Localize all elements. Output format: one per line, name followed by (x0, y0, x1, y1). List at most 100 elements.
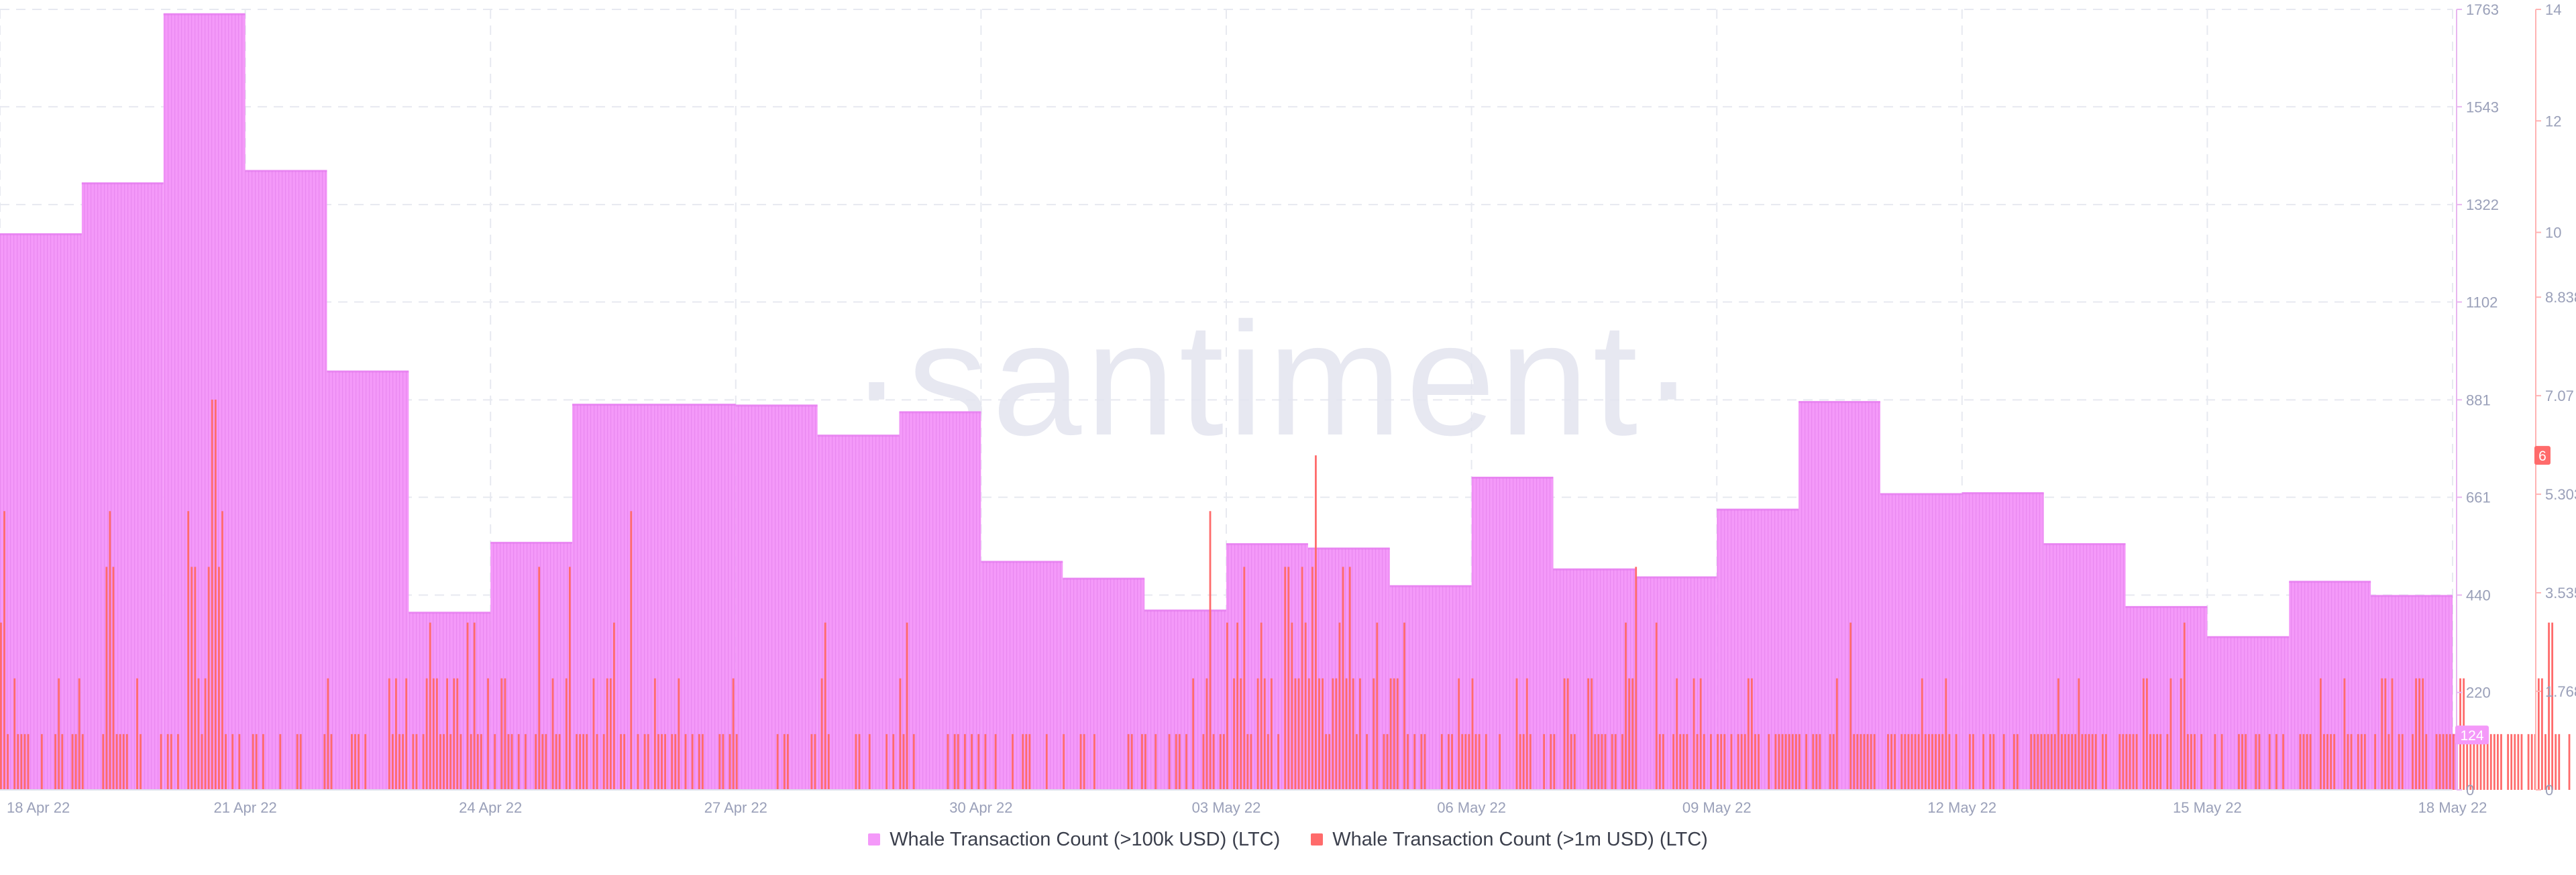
bar-1m (2238, 734, 2240, 790)
bar-1m (1420, 734, 1423, 790)
bar-1m (2517, 734, 2520, 790)
bar-1m (197, 678, 200, 790)
bar-1m (2241, 734, 2243, 790)
bar-1m (119, 734, 121, 790)
bar-1m (1758, 734, 1760, 790)
bar-1m (1192, 678, 1195, 790)
bar-1m (422, 734, 425, 790)
bar-1m (1924, 734, 1927, 790)
legend-item-100k[interactable]: Whale Transaction Count (>100k USD) (LTC… (868, 829, 1280, 851)
bar-1m (2398, 734, 2400, 790)
bar-1m (2255, 734, 2257, 790)
bar-1m (568, 567, 571, 790)
bar-1m (1332, 678, 1334, 790)
bar-1m (1890, 734, 1892, 790)
bar-1m (296, 734, 299, 790)
bar-1m (2510, 734, 2513, 790)
bar-1m (1458, 678, 1460, 790)
bar-1m (1393, 678, 1395, 790)
bar-100k-stripes (2453, 735, 2458, 790)
bar-1m (2146, 678, 2148, 790)
x-tick-label: 18 May 22 (2418, 799, 2487, 816)
bar-1m (453, 678, 455, 790)
bar-1m (2169, 678, 2172, 790)
bar-1m (1222, 734, 1225, 790)
bar-1m (425, 678, 428, 790)
bar-1m (647, 734, 649, 790)
legend-item-1m[interactable]: Whale Transaction Count (>1m USD) (LTC) (1311, 829, 1708, 851)
bar-1m (1900, 734, 1903, 790)
bar-1m (1594, 734, 1597, 790)
bar-1m (2381, 678, 2383, 790)
bar-1m (596, 734, 598, 790)
x-tick-label: 30 Apr 22 (949, 799, 1012, 816)
bar-1m (1832, 734, 1835, 790)
y-right-tick-label: 0 (2545, 782, 2553, 799)
bar-1m (201, 734, 203, 790)
bar-1m (551, 678, 554, 790)
bar-1m (470, 734, 472, 790)
bar-1m (1935, 734, 1937, 790)
bar-1m (170, 734, 172, 790)
bar-1m (507, 734, 510, 790)
bar-1m (1079, 734, 1082, 790)
bar-1m (1992, 734, 1995, 790)
bar-1m (2548, 622, 2550, 790)
bar-1m (40, 734, 43, 790)
bar-1m (868, 734, 871, 790)
bar-1m (1403, 622, 1405, 790)
bar-1m (1931, 734, 1933, 790)
bar-1m (2149, 734, 2151, 790)
bar-1m (2530, 734, 2533, 790)
bar-1m (582, 734, 585, 790)
bar-1m (207, 567, 210, 790)
bar-1m (2558, 734, 2561, 790)
bar-1m (1887, 734, 1889, 790)
bar-1m (1835, 678, 1838, 790)
bar-1m (1236, 622, 1239, 790)
y-right-tick-label: 7.07 (2545, 388, 2574, 404)
bar-1m (885, 734, 888, 790)
bar-1m (971, 734, 973, 790)
bar-1m (3, 511, 5, 790)
bar-1m (2194, 734, 2196, 790)
bar-1m (1614, 734, 1617, 790)
bar-1m (1856, 734, 1859, 790)
bar-1m (1522, 734, 1525, 790)
bar-1m (1778, 734, 1780, 790)
bar-1m (2479, 734, 2482, 790)
bar-1m (1063, 734, 1065, 790)
bar-1m (2500, 734, 2502, 790)
bar-1m (473, 622, 476, 790)
bar-1m (439, 734, 441, 790)
bar-1m (1315, 455, 1317, 790)
bar-1m (1424, 734, 1426, 790)
bar-1m (2497, 734, 2499, 790)
bar-1m (1938, 734, 1941, 790)
bar-1m (1175, 734, 1177, 790)
bar-1m (2275, 734, 2277, 790)
bar-1m (1287, 567, 1290, 790)
bar-1m (2507, 734, 2510, 790)
bar-1m (558, 734, 561, 790)
bar-1m (2094, 734, 2097, 790)
bar-1m (1233, 678, 1235, 790)
bar-1m (2142, 678, 2145, 790)
bar-1m (2473, 734, 2475, 790)
bar-1m (217, 567, 220, 790)
bar-1m (58, 678, 60, 790)
bar-1m (2030, 734, 2033, 790)
bar-1m (671, 734, 674, 790)
bar-1m (1710, 734, 1712, 790)
bar-1m (2081, 734, 2084, 790)
bar-1m (2415, 678, 2417, 790)
bar-1m (2442, 734, 2445, 790)
bar-1m (994, 734, 997, 790)
bar-1m (358, 734, 360, 790)
bar-1m (466, 622, 469, 790)
bar-1m (140, 734, 142, 790)
y-right-tick-label: 5.303 (2545, 486, 2576, 503)
bar-1m (623, 734, 626, 790)
bar-1m (1461, 734, 1464, 790)
bar-1m (2268, 734, 2271, 790)
